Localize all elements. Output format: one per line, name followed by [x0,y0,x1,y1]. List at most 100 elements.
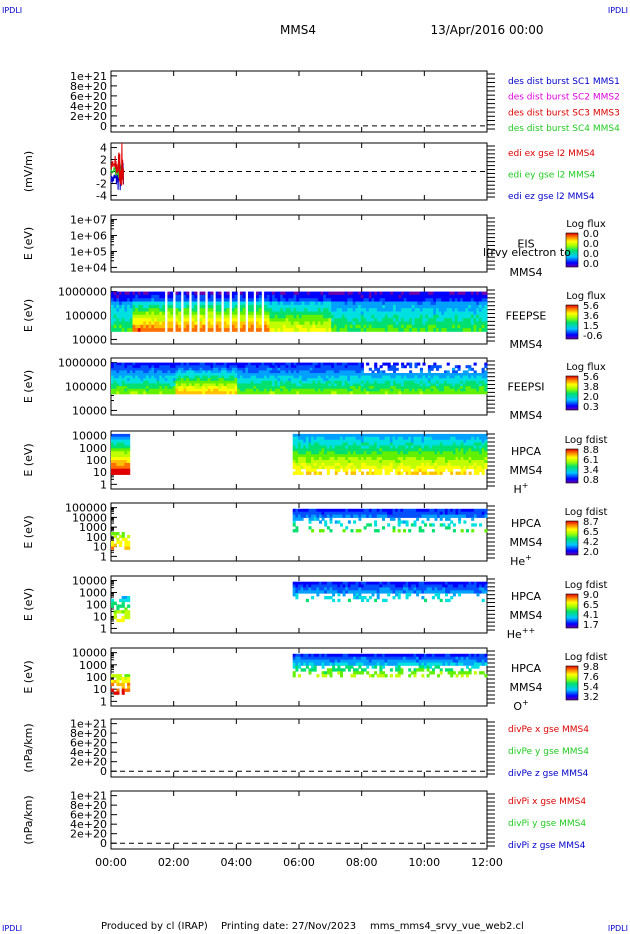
spectrogram-cell [460,383,464,387]
spectrogram-cell [471,465,475,470]
spectrogram-cell [389,445,393,449]
spectrogram-cell [401,321,405,326]
spectrogram-cell [328,291,332,296]
spectrogram-cell [199,391,203,395]
spectrogram-cell [336,375,340,379]
spectrogram-cell [308,526,312,530]
spectrogram-cell [154,324,158,329]
spectrogram-cell [124,328,128,332]
spectrogram-cell [309,324,313,329]
spectrogram-cell [376,375,380,379]
spectrogram-cell [476,436,480,441]
spectrogram-cell [315,365,319,369]
spectrogram-cell [324,442,328,446]
spectrogram-cell [309,380,313,384]
spectrogram-cell [300,590,304,594]
spectrogram-cell [298,511,301,515]
spectrogram-cell [337,460,341,464]
spectrogram-cell [445,445,448,449]
spectrogram-cell [308,465,312,470]
spectrogram-cell [387,511,391,515]
spectrogram-cell [226,378,230,382]
spectrogram-cell [309,321,313,326]
spectrogram-cell [282,375,286,379]
spectrogram-cell [258,308,262,312]
colorbar-tick-label: 0.0 [583,239,599,250]
spectrogram-cell [424,462,427,467]
spectrogram-cell [336,370,340,374]
spectrogram-cell [298,442,301,446]
spectrogram-cell [406,373,410,376]
spectrogram-cell [390,391,394,395]
spectrogram-cell [390,375,394,379]
spectrogram-cell [288,291,292,296]
spectrogram-cell [311,584,315,588]
spectrogram-cell [323,365,327,369]
spectrogram-cell [465,383,469,387]
spectrogram-cell [471,436,475,441]
spectrogram-cell [164,365,168,369]
spectrogram-cell [446,294,450,299]
spectrogram-cell [387,314,391,319]
spectrogram-cell [466,451,469,455]
spectrogram-cell [473,373,477,376]
spectrogram-cell [379,457,383,461]
spectrogram-cell [462,370,466,374]
spectrogram-cell [426,460,430,464]
spectrogram-cell [303,584,307,588]
spectrogram-cell [450,465,454,470]
spectrogram-cell [476,465,480,470]
spectrogram-cell [256,328,260,332]
spectrogram-cell [355,508,359,513]
spectrogram-cell [345,511,349,515]
spectrogram-cell [468,380,472,384]
spectrogram-cell [384,328,388,332]
spectrogram-cell [156,314,160,319]
spectrogram-cell [116,448,120,452]
spectrogram-cell [438,386,442,390]
spectrogram-cell [389,433,393,438]
spectrogram-cell [481,378,485,382]
spectrogram-cell [342,468,346,472]
spectrogram-cell [269,373,273,376]
spectrogram-cell [111,471,115,475]
spectrogram-cell [272,362,276,366]
spectrogram-cell [274,380,278,384]
spectrogram-cell [311,596,315,600]
spectrogram-cell [387,454,391,458]
spectrogram-cell [446,370,450,374]
spectrogram-cell [406,301,410,306]
spectrogram-cell [445,448,448,452]
y-tick-label: 1e+21 [70,70,107,83]
spectrogram-cell [476,321,480,326]
spectrogram-cell [325,311,329,316]
spectrogram-cell [342,378,346,382]
spectrogram-cell [234,375,238,379]
spectrogram-cell [207,362,211,366]
spectrogram-cell [132,378,136,382]
spectrogram-cell [151,308,155,312]
spectrogram-cell [317,321,321,326]
spectrogram-cell [261,373,265,376]
spectrogram-cell [213,378,217,382]
spectrogram-cell [186,304,190,309]
spectrogram-cell [248,373,252,376]
spectrogram-cell [444,311,448,316]
spectrogram-cell [207,328,211,332]
spectrogram-cell [312,308,316,312]
spectrogram-cell [154,367,158,371]
spectrogram-cell [339,311,343,316]
spectrogram-cell [430,373,434,376]
spectrogram-cell [272,375,276,379]
spectrogram-cell [387,378,391,382]
spectrogram-cell [183,298,187,302]
spectrogram-cell [429,439,433,443]
spectrogram-cell [124,436,128,441]
spectrogram-cell [315,391,319,395]
spectrogram-cell [316,460,320,464]
spectrogram-cell [148,383,152,387]
spectrogram-cell [400,448,404,452]
spectrogram-cell [127,301,131,306]
spectrogram-cell [409,294,413,299]
